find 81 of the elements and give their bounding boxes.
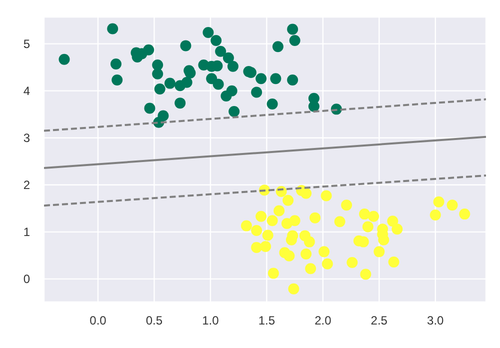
y-tick-label: 1	[23, 225, 30, 240]
x-tick-label: 3.0	[427, 314, 444, 328]
point	[346, 256, 358, 268]
point	[341, 200, 352, 211]
y-tick-label: 3	[23, 131, 30, 146]
x-tick-label: 2.0	[314, 314, 332, 328]
x-tick-label: 0.0	[90, 314, 107, 328]
point	[227, 60, 238, 72]
point	[374, 246, 385, 258]
point	[152, 68, 164, 80]
point	[305, 263, 316, 274]
point	[274, 205, 285, 216]
y-tick-label: 5	[23, 37, 30, 52]
point	[289, 215, 300, 226]
point	[334, 216, 346, 228]
point	[266, 98, 278, 110]
point	[154, 83, 166, 94]
point	[152, 59, 164, 70]
point	[164, 78, 176, 89]
point	[210, 35, 222, 46]
point	[288, 283, 300, 294]
point	[446, 200, 458, 211]
point	[256, 73, 267, 84]
point	[289, 35, 300, 46]
point	[362, 221, 374, 232]
point	[392, 224, 403, 235]
point	[112, 74, 123, 86]
point	[272, 41, 284, 52]
point	[107, 23, 118, 34]
point	[251, 86, 262, 98]
point	[260, 241, 272, 252]
point	[368, 210, 380, 222]
point	[222, 52, 234, 64]
point	[360, 268, 372, 280]
point	[110, 58, 122, 70]
point	[206, 73, 218, 84]
point	[143, 44, 154, 56]
point	[202, 27, 214, 38]
y-tick-label: 4	[23, 84, 30, 98]
point	[300, 188, 312, 199]
point	[430, 209, 441, 220]
point	[266, 215, 278, 226]
point	[310, 212, 321, 224]
point	[251, 225, 262, 236]
point	[308, 100, 320, 112]
point	[215, 46, 226, 57]
point	[251, 242, 262, 253]
point	[287, 24, 298, 35]
y-tick-label: 0	[23, 272, 30, 286]
point	[387, 216, 398, 227]
point	[300, 248, 312, 260]
point	[270, 73, 282, 84]
y-tick-label: 2	[23, 178, 30, 192]
point	[256, 210, 267, 222]
point	[174, 98, 186, 109]
x-tick-label: 2.5	[370, 314, 388, 328]
point	[433, 196, 444, 208]
point	[240, 220, 252, 232]
point	[220, 90, 232, 102]
point	[388, 256, 400, 268]
x-tick-label: 1.0	[202, 314, 220, 328]
point	[212, 78, 224, 90]
point	[459, 208, 470, 220]
point	[144, 102, 156, 114]
x-tick-label: 1.5	[258, 314, 276, 328]
point	[322, 258, 333, 270]
point	[318, 246, 330, 258]
point	[262, 230, 274, 241]
point	[359, 208, 370, 220]
point	[174, 80, 186, 92]
point	[180, 40, 192, 52]
point	[320, 190, 332, 202]
point	[58, 54, 70, 65]
point	[158, 110, 169, 122]
x-tick-label: 0.5	[146, 314, 163, 328]
point	[304, 236, 315, 248]
point	[284, 250, 295, 262]
point	[282, 194, 294, 206]
point	[268, 268, 279, 279]
point	[228, 106, 240, 118]
point	[287, 74, 298, 86]
